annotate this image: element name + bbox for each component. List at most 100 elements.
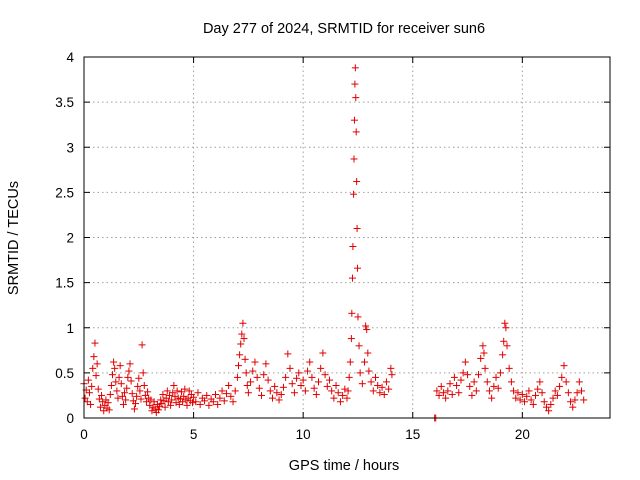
data-point: [499, 351, 507, 359]
data-point: [464, 371, 472, 379]
data-point: [172, 399, 180, 407]
data-point: [361, 358, 369, 366]
data-point: [138, 341, 146, 349]
data-point: [297, 382, 305, 390]
data-point: [523, 392, 531, 400]
data-point: [348, 274, 356, 282]
data-point: [163, 387, 171, 395]
y-tick-label: 2.5: [55, 185, 74, 200]
data-point: [93, 360, 101, 368]
data-point: [560, 362, 568, 370]
data-point: [352, 94, 360, 102]
data-point: [518, 391, 526, 399]
data-point: [190, 393, 198, 401]
data-point: [301, 387, 309, 395]
data-point: [481, 364, 489, 372]
data-point: [334, 389, 342, 397]
data-point: [169, 389, 177, 397]
data-point: [89, 364, 97, 372]
data-point: [288, 380, 296, 388]
data-point: [448, 391, 456, 399]
data-point: [501, 319, 509, 327]
y-tick-label: 1: [66, 321, 74, 336]
data-point: [367, 378, 375, 386]
data-point: [201, 397, 209, 405]
data-point: [242, 369, 250, 377]
data-point: [91, 339, 99, 347]
y-tick-label: 1.5: [55, 276, 74, 291]
data-point: [229, 398, 237, 406]
data-point: [488, 394, 496, 402]
data-point: [562, 378, 570, 386]
data-point: [494, 384, 502, 392]
data-point: [365, 367, 373, 375]
data-point: [299, 376, 307, 384]
data-point: [529, 400, 537, 408]
data-point: [569, 403, 577, 411]
data-point: [358, 380, 366, 388]
data-point: [330, 394, 338, 402]
data-point: [264, 376, 272, 384]
data-point: [369, 387, 377, 395]
data-point: [308, 373, 316, 381]
data-point: [505, 364, 513, 372]
data-point: [92, 372, 100, 380]
data-point: [564, 389, 572, 397]
data-point: [378, 383, 386, 391]
data-point: [90, 353, 98, 361]
data-point: [551, 387, 559, 395]
data-point: [157, 396, 165, 404]
data-point: [106, 391, 114, 399]
data-point: [107, 382, 115, 390]
data-point: [534, 385, 542, 393]
data-point: [514, 389, 522, 397]
data-point: [306, 358, 314, 366]
data-point: [173, 387, 181, 395]
data-point: [483, 378, 491, 386]
data-point: [310, 384, 318, 392]
data-point: [503, 342, 511, 350]
data-point: [527, 396, 535, 404]
data-point: [453, 382, 461, 390]
data-point: [136, 387, 144, 395]
data-point: [209, 398, 217, 406]
data-point: [104, 399, 112, 407]
data-point: [235, 362, 243, 370]
data-point: [286, 364, 294, 372]
data-point: [122, 396, 130, 404]
data-point: [578, 387, 586, 395]
data-point: [350, 116, 358, 124]
data-point: [214, 400, 222, 408]
data-point: [168, 396, 176, 404]
data-point: [273, 389, 281, 397]
y-tick-label: 2: [66, 231, 74, 246]
data-point: [142, 398, 150, 406]
data-point: [538, 389, 546, 397]
data-point: [130, 405, 138, 413]
data-point: [231, 387, 239, 395]
data-point: [147, 396, 155, 404]
data-point: [502, 324, 510, 332]
data-point: [164, 398, 172, 406]
data-point: [225, 382, 233, 390]
x-tick-label: 15: [405, 427, 420, 442]
data-point: [470, 378, 478, 386]
data-point: [444, 387, 452, 395]
data-point: [192, 398, 200, 406]
data-point: [116, 362, 124, 370]
x-axis-label: GPS time / hours: [289, 458, 399, 474]
data-point: [135, 374, 143, 382]
data-point: [346, 358, 354, 366]
data-point: [457, 376, 465, 384]
data-point: [238, 330, 246, 338]
data-point: [317, 364, 325, 372]
data-point: [433, 387, 441, 395]
data-point: [556, 382, 564, 390]
data-point: [132, 400, 140, 408]
data-point: [500, 337, 508, 345]
data-point: [545, 407, 553, 415]
data-point: [260, 371, 268, 379]
data-point: [279, 383, 287, 391]
data-point: [371, 373, 379, 381]
